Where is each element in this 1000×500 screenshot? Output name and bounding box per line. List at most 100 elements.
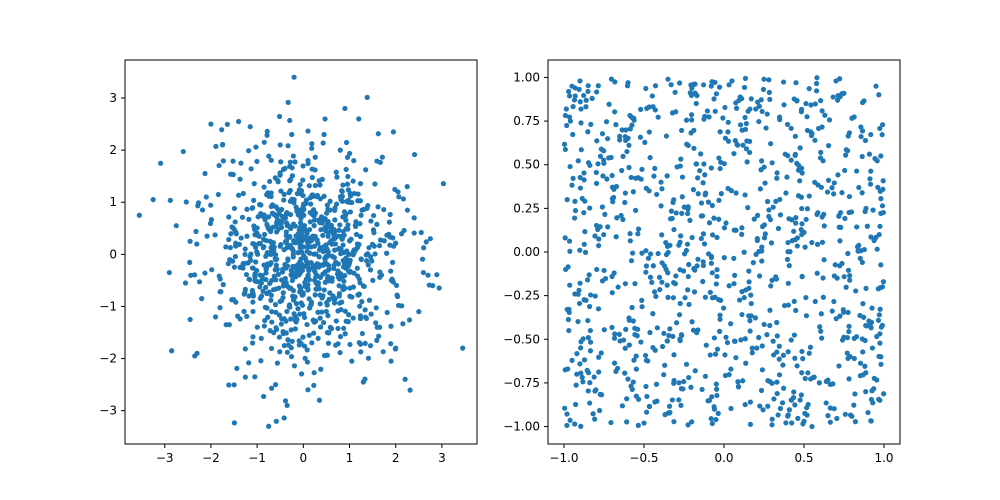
uniform-scatter-point [645, 358, 651, 364]
normal-scatter-point [369, 258, 375, 264]
normal-scatter-point [272, 175, 278, 181]
uniform-scatter-point [652, 83, 659, 89]
normal-scatter-point [246, 276, 252, 282]
uniform-scatter-point [818, 328, 824, 334]
normal-scatter-point [167, 197, 173, 203]
uniform-scatter-point [743, 120, 749, 127]
uniform-scatter-point [565, 316, 571, 323]
normal-scatter-point [337, 349, 343, 356]
uniform-scatter-point [768, 240, 775, 246]
normal-scatter-point [269, 385, 275, 391]
normal-scatter-point [335, 341, 341, 347]
uniform-scatter-point [768, 141, 774, 147]
uniform-scatter-point [819, 335, 825, 341]
uniform-scatter-point [619, 127, 625, 133]
normal-scatter-point [411, 215, 417, 221]
uniform-scatter-point [797, 145, 803, 151]
uniform-scatter-point [661, 263, 668, 269]
uniform-scatter-point [769, 416, 775, 422]
uniform-scatter-point [824, 189, 831, 195]
uniform-scatter-point [609, 273, 615, 280]
uniform-scatter-point [833, 316, 839, 322]
normal-scatter-point [251, 223, 257, 229]
normal-scatter-point [318, 227, 324, 233]
uniform-scatter-point [754, 212, 761, 218]
normal-scatter-point [291, 74, 297, 80]
uniform-scatter-point [780, 79, 787, 85]
uniform-scatter-point [623, 326, 629, 332]
uniform-scatter-point [713, 381, 719, 387]
normal-scatter-point [180, 148, 186, 155]
normal-scatter-point [227, 244, 233, 251]
uniform-scatter-point [847, 353, 853, 360]
normal-scatter-point [282, 165, 288, 171]
normal-scatter-point [381, 206, 387, 213]
uniform-scatter-point [845, 250, 851, 257]
uniform-scatter-point [639, 250, 645, 256]
normal-scatter-point [296, 283, 302, 289]
uniform-scatter-point [587, 303, 593, 310]
normal-scatter-point [406, 317, 413, 323]
uniform-scatter-point [642, 139, 648, 145]
uniform-scatter-point [873, 83, 879, 89]
normal-scatter-point [359, 330, 365, 337]
uniform-scatter-point [679, 332, 685, 339]
normal-scatter-point [350, 315, 356, 321]
uniform-scatter-point [780, 352, 787, 358]
uniform-scatter-point [780, 362, 786, 368]
uniform-scatter-point [571, 215, 578, 221]
uniform-scatter-point [643, 383, 649, 390]
normal-scatter-point [304, 248, 310, 254]
normal-scatter-point [436, 285, 442, 291]
uniform-scatter-point [784, 256, 791, 263]
normal-scatter-point [365, 355, 371, 361]
uniform-scatter-point [749, 350, 755, 356]
normal-scatter-point [367, 267, 374, 273]
normal-scatter-point [416, 309, 422, 315]
normal-scatter-point [273, 262, 279, 268]
normal-scatter-point [343, 226, 349, 232]
uniform-scatter-point [630, 379, 636, 385]
normal-scatter-y-tick-label: −3 [99, 404, 117, 418]
uniform-scatter-point [809, 131, 815, 137]
normal-scatter-point [334, 174, 340, 180]
normal-scatter-point [281, 415, 287, 421]
uniform-scatter-point [843, 284, 849, 290]
uniform-scatter-point [570, 103, 576, 110]
normal-scatter-point [311, 251, 317, 257]
normal-scatter-point [333, 318, 339, 324]
uniform-scatter-point [716, 328, 723, 334]
uniform-scatter-point [674, 320, 680, 326]
normal-scatter-point [217, 276, 223, 282]
uniform-scatter-point [804, 114, 810, 120]
normal-scatter-point [280, 294, 286, 301]
uniform-scatter-y-tick-label: −0.50 [503, 332, 540, 346]
normal-scatter-point [308, 201, 314, 207]
normal-scatter-point [311, 370, 317, 376]
uniform-scatter-point [787, 249, 793, 255]
uniform-scatter-point [679, 174, 686, 180]
uniform-scatter-point [788, 397, 794, 403]
uniform-scatter-point [803, 313, 810, 319]
normal-scatter-point [196, 279, 203, 285]
normal-scatter-point [217, 305, 223, 311]
normal-scatter-point [263, 237, 269, 244]
normal-scatter-point [350, 178, 356, 184]
uniform-scatter-point [639, 304, 645, 310]
normal-scatter-point [353, 246, 359, 253]
normal-scatter-point [324, 302, 330, 308]
normal-scatter-point [335, 274, 342, 281]
normal-scatter-point [202, 170, 208, 177]
normal-scatter-point [265, 290, 271, 296]
uniform-scatter-point [590, 411, 596, 417]
uniform-scatter-point [698, 151, 704, 157]
uniform-scatter-point [599, 204, 605, 210]
uniform-scatter-point [728, 366, 734, 372]
normal-scatter-point [340, 264, 347, 270]
normal-scatter-point [332, 205, 338, 211]
normal-scatter-point [393, 282, 400, 289]
uniform-scatter-point [815, 182, 821, 188]
uniform-scatter-point [686, 301, 692, 308]
uniform-scatter-point [773, 198, 779, 204]
uniform-scatter-point [868, 131, 874, 138]
